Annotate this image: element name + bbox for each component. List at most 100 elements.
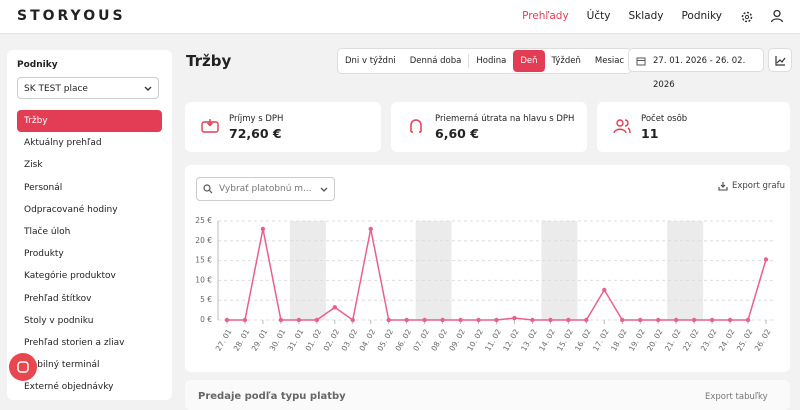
nav-link[interactable]: Sklady: [628, 10, 664, 22]
card-value: 6,60 €: [435, 126, 479, 141]
x-tick-label: 17. 02: [591, 327, 611, 352]
stat-card: Priemerná útrata na hlavu s DPH 6,60 €: [391, 102, 587, 152]
x-tick-label: 21. 02: [663, 327, 683, 352]
granularity-option[interactable]: Dni v týždni: [345, 56, 396, 66]
top-bar: STORYOUS Prehľady Účty Sklady Podniky: [0, 0, 800, 34]
granularity-toggle: Dni v týždni Denná doba Hodina Deň Týždeň Mes…: [337, 48, 633, 74]
menu-item[interactable]: Tržby: [17, 110, 162, 133]
granularity-option[interactable]: Denná doba: [409, 56, 462, 66]
x-tick-label: 12. 02: [501, 327, 521, 352]
menu-item[interactable]: Odpracované hodiny: [24, 204, 118, 215]
point: [368, 226, 373, 232]
x-tick-label: 25. 02: [735, 327, 755, 352]
nav: Prehľady Účty Sklady Podniky: [522, 10, 722, 22]
stat-card: Počet osôb 11: [597, 102, 790, 152]
point: [296, 317, 302, 323]
x-tick-label: 18. 02: [609, 327, 629, 352]
date-range[interactable]: 27. 01. 2026 - 26. 02. 2026: [628, 48, 764, 90]
logo[interactable]: STORYOUS: [17, 8, 126, 24]
sidebar: Podniky SK TEST place Tržby Aktuálny preh…: [7, 50, 172, 400]
menu-item[interactable]: Externé objednávky: [24, 382, 114, 393]
point: [727, 317, 733, 323]
point: [440, 317, 445, 323]
x-tick-label: 01. 02: [304, 327, 324, 352]
chevron: [144, 86, 152, 91]
menu-item[interactable]: Zisk: [24, 160, 43, 171]
x-tick-label: 20. 02: [645, 327, 665, 352]
sidebar-label: Podniky: [17, 60, 58, 70]
x-tick-label: 28. 01: [232, 327, 252, 352]
y-tick-label: 25 €: [195, 216, 212, 225]
settings-icon[interactable]: [740, 10, 754, 24]
user-icon[interactable]: [770, 9, 784, 23]
weekend-band: [541, 221, 578, 320]
granularity-option[interactable]: Hodina: [476, 56, 507, 66]
weekend-band: [289, 221, 326, 320]
card-label: Priemerná útrata na hlavu s DPH: [435, 114, 575, 124]
x-tick-label: 15. 02: [555, 327, 575, 352]
chat-button[interactable]: [9, 353, 37, 381]
point: [386, 317, 391, 323]
export-chart[interactable]: Export grafu: [718, 181, 785, 191]
x-tick-label: 08. 02: [429, 327, 449, 352]
card-label: Príjmy s DPH: [229, 114, 284, 124]
x-tick-label: 16. 02: [573, 327, 593, 352]
point: [709, 317, 715, 323]
menu-item[interactable]: Produkty: [24, 249, 64, 260]
menu-item[interactable]: Mobilný terminál: [24, 360, 100, 371]
filter-placeholder: Vybrať platobnú m...: [219, 184, 312, 194]
point: [691, 317, 697, 323]
menu-item[interactable]: Tlače úloh: [24, 226, 71, 237]
x-tick-label: 07. 02: [411, 327, 431, 352]
point: [332, 305, 337, 310]
nav-link[interactable]: Účty: [586, 10, 611, 22]
point: [673, 317, 679, 323]
card-value: 11: [641, 126, 659, 141]
chevron: [320, 187, 328, 192]
venue-select[interactable]: SK TEST place: [17, 77, 159, 99]
x-tick-label: 27. 01: [214, 327, 234, 352]
chart-toggle[interactable]: [768, 48, 792, 72]
point: [602, 287, 607, 293]
point: [458, 317, 463, 323]
menu-item[interactable]: Aktuálny prehľad: [24, 138, 102, 149]
nav-link[interactable]: Podniky: [681, 10, 722, 22]
granularity-option[interactable]: Týždeň: [551, 56, 581, 66]
point: [224, 317, 230, 323]
point: [745, 317, 751, 323]
payment-filter[interactable]: Vybrať platobnú m...: [196, 177, 335, 201]
y-tick-label: 15 €: [195, 256, 212, 265]
weekend-band: [415, 221, 452, 320]
card-label: Počet osôb: [641, 114, 688, 124]
menu-item[interactable]: Prehľad storien a zliav: [24, 337, 125, 348]
export-table[interactable]: Export tabuľky: [705, 392, 768, 402]
x-tick-label: 13. 02: [519, 327, 539, 352]
weekend-band: [667, 221, 704, 320]
granularity-option[interactable]: Deň: [513, 50, 545, 72]
point: [548, 317, 553, 323]
menu-item[interactable]: Stoly v podniku: [24, 315, 94, 326]
granularity-option[interactable]: Mesiac: [594, 56, 625, 66]
calendar-icon: [636, 57, 646, 66]
menu-item[interactable]: Kategórie produktov: [24, 271, 116, 282]
stat-card: Príjmy s DPH 72,60 €: [185, 102, 381, 152]
point: [260, 226, 266, 232]
chart-icon: [775, 56, 786, 66]
export-icon: [718, 182, 728, 191]
point: [476, 317, 481, 323]
y-tick-label: 0 €: [200, 315, 212, 324]
menu: Tržby Aktuálny prehľad Zisk Personál Odpraco…: [17, 110, 162, 398]
x-tick-label: 14. 02: [537, 327, 557, 352]
point: [656, 317, 661, 323]
card-icon: [201, 119, 219, 133]
x-tick-label: 19. 02: [627, 327, 647, 352]
nav-link[interactable]: Prehľady: [522, 10, 569, 22]
search-icon: [203, 184, 213, 194]
card-icon: [410, 119, 422, 133]
menu-item[interactable]: Personál: [24, 182, 63, 193]
menu-item[interactable]: Prehľad štítkov: [24, 293, 92, 304]
x-tick-label: 24. 02: [717, 327, 737, 352]
x-tick-label: 09. 02: [447, 327, 467, 352]
